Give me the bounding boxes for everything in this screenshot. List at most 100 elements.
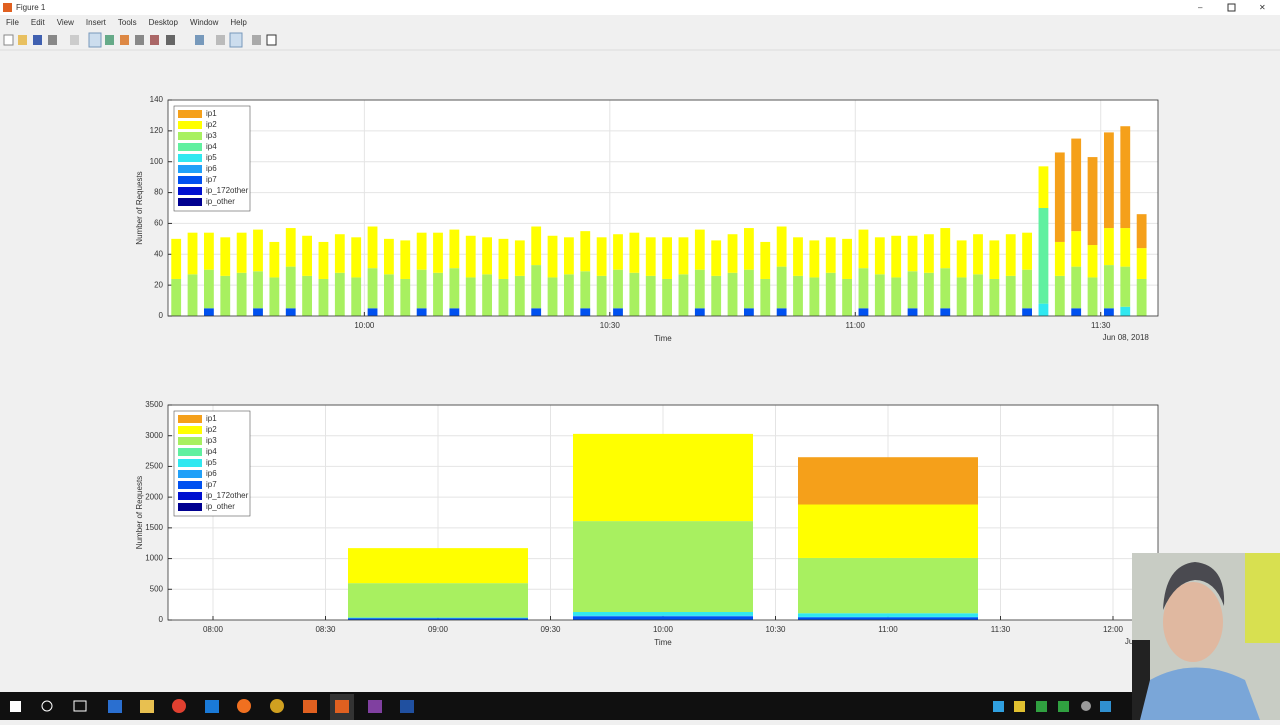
maximize-button[interactable] (1227, 3, 1236, 12)
bar-segment (858, 308, 869, 316)
axes-frame (167, 99, 1159, 317)
bar-segment (711, 240, 722, 276)
x-tick-label: 09:30 (540, 625, 561, 634)
tool-icon[interactable] (70, 35, 79, 45)
taskbar-app[interactable] (303, 700, 317, 713)
y-tick-label: 3000 (145, 431, 163, 440)
x-tick-label: 08:00 (203, 625, 224, 634)
bar-segment (187, 232, 198, 275)
menu-item[interactable]: Insert (86, 18, 107, 27)
search-button[interactable] (41, 700, 53, 712)
tool-icon[interactable] (252, 35, 261, 45)
bar-segment (236, 272, 247, 316)
bar-segment (253, 308, 263, 316)
menu-item[interactable]: Edit (31, 18, 46, 27)
tool-icon[interactable] (33, 35, 42, 45)
bar-segment (171, 238, 182, 279)
taskbar-app[interactable] (172, 699, 186, 713)
menu-item[interactable]: Desktop (149, 18, 179, 27)
menu-item[interactable]: File (6, 18, 19, 27)
taskbar-app[interactable] (108, 700, 122, 713)
tool-icon[interactable] (105, 35, 114, 45)
bar-segment (573, 433, 753, 522)
tool-icon[interactable] (120, 35, 129, 45)
bar-segment (907, 235, 918, 272)
legend-label: ip1 (206, 109, 217, 118)
bar-segment (613, 234, 623, 270)
tool-icon[interactable] (135, 35, 144, 45)
bar-segment (1120, 306, 1131, 316)
bar-segment (744, 228, 754, 270)
bar-segment (564, 274, 574, 316)
legend-swatch (178, 154, 202, 162)
close-button[interactable]: ✕ (1259, 3, 1266, 12)
bar-segment (348, 548, 528, 584)
tool-icon[interactable] (48, 35, 57, 45)
tray-icon[interactable] (1100, 701, 1111, 712)
legend-swatch (178, 448, 202, 456)
bar-segment (760, 241, 771, 279)
tray-icon[interactable] (1036, 701, 1047, 712)
menu-item[interactable]: View (57, 18, 74, 27)
tool-icon[interactable] (18, 35, 27, 45)
task-view[interactable] (73, 700, 87, 712)
bar-segment (874, 237, 885, 275)
bar-segment (694, 269, 705, 309)
taskbar-app[interactable] (237, 699, 251, 713)
tool-icon[interactable] (195, 35, 204, 45)
bar-segment (416, 232, 427, 270)
legend-swatch (178, 121, 202, 129)
menu-item[interactable]: Tools (118, 18, 137, 27)
bar-segment (1022, 232, 1032, 270)
taskbar-app[interactable] (205, 700, 219, 713)
bar-segment (220, 275, 231, 316)
taskbar-app[interactable] (400, 700, 414, 713)
taskbar-app[interactable] (270, 699, 284, 713)
legend-swatch (178, 459, 202, 467)
bar-segment (645, 237, 656, 276)
legend-label: ip_172other (206, 186, 249, 195)
menu-item[interactable]: Help (230, 18, 247, 27)
taskbar-app[interactable] (368, 700, 382, 713)
bar-segment (1087, 157, 1098, 246)
bar-segment (1120, 126, 1131, 229)
bar-segment (809, 240, 820, 278)
bar-segment (694, 229, 705, 270)
tool-icon[interactable] (216, 35, 225, 45)
taskbar-app[interactable] (140, 700, 154, 713)
legend-label: ip6 (206, 469, 217, 478)
tray-icon[interactable] (993, 701, 1004, 712)
tool-icon[interactable] (229, 32, 243, 48)
start-button[interactable] (10, 701, 21, 712)
webcam-overlay (1132, 553, 1280, 720)
bar-segment (956, 277, 967, 316)
tool-icon[interactable] (3, 34, 14, 46)
tray-icon[interactable] (1081, 701, 1091, 711)
tool-icon[interactable] (88, 32, 102, 48)
tray-icon[interactable] (1058, 701, 1069, 712)
bar-segment (187, 274, 198, 316)
tray-icon[interactable] (1014, 701, 1025, 712)
legend-label: ip_other (206, 197, 235, 206)
x-tick-label: 11:00 (846, 321, 866, 330)
tool-icon[interactable] (266, 34, 277, 46)
bar-segment (1120, 228, 1131, 267)
bar-segment (465, 235, 476, 278)
y-tick-label: 20 (154, 280, 163, 289)
bar-segment (348, 583, 528, 618)
bar-segment (711, 275, 722, 316)
window-title: Figure 1 (16, 3, 46, 12)
bar-segment (744, 308, 754, 316)
tool-icon[interactable] (166, 35, 175, 45)
bar-segment (1071, 266, 1082, 309)
minimize-button[interactable]: – (1198, 3, 1203, 12)
menu-item[interactable]: Window (190, 18, 219, 27)
menu-bar: File Edit View Insert Tools Desktop Window Help (6, 18, 247, 27)
webcam-hair (1163, 562, 1225, 610)
taskbar-app[interactable] (335, 700, 349, 713)
bar-segment (302, 235, 312, 276)
tool-icon[interactable] (150, 35, 159, 45)
bar-segment (1087, 245, 1098, 278)
bar-segment (1054, 152, 1065, 242)
bar-segment (531, 308, 542, 316)
